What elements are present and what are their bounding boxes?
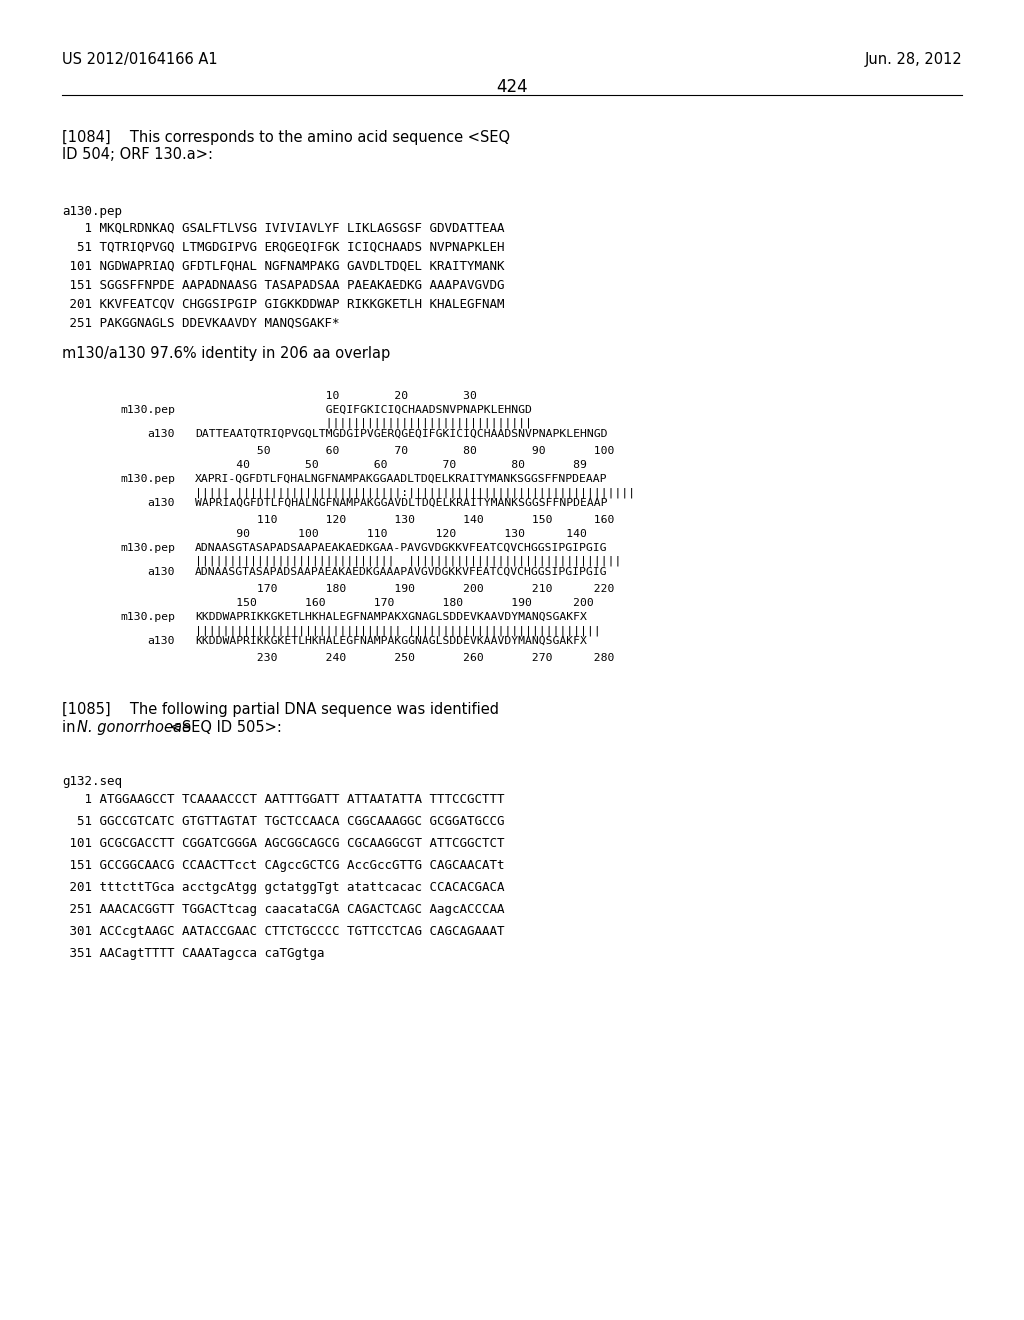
Text: 201 KKVFEATCQV CHGGSIPGIP GIGKKDDWAP RIKKGKETLH KHALEGFNAM: 201 KKVFEATCQV CHGGSIPGIP GIGKKDDWAP RIK…: [62, 298, 505, 312]
Text: m130.pep: m130.pep: [120, 612, 175, 622]
Text: US 2012/0164166 A1: US 2012/0164166 A1: [62, 51, 218, 67]
Text: 101 NGDWAPRIAQ GFDTLFQHAL NGFNAMPAKG GAVDLTDQEL KRAITYMANK: 101 NGDWAPRIAQ GFDTLFQHAL NGFNAMPAKG GAV…: [62, 260, 505, 273]
Text: <SEQ ID 505>:: <SEQ ID 505>:: [165, 719, 282, 735]
Text: a130: a130: [147, 498, 175, 508]
Text: 230       240       250       260       270      280: 230 240 250 260 270 280: [195, 653, 614, 663]
Text: |||||||||||||||||||||||||||||  |||||||||||||||||||||||||||||||: ||||||||||||||||||||||||||||| ||||||||||…: [195, 556, 622, 566]
Text: a130: a130: [147, 568, 175, 577]
Text: 351 AACagtTTTT CAAATagcca caTGgtga: 351 AACagtTTTT CAAATagcca caTGgtga: [62, 946, 325, 960]
Text: 1 MKQLRDNKAQ GSALFTLVSG IVIVIAVLYF LIKLAGSGSF GDVDATTEAA: 1 MKQLRDNKAQ GSALFTLVSG IVIVIAVLYF LIKLA…: [62, 222, 505, 235]
Text: 110       120       130       140       150      160: 110 120 130 140 150 160: [195, 515, 614, 525]
Text: ||||| ||||||||||||||||||||||||:|||||||||||||||||||||||||||||||||: ||||| ||||||||||||||||||||||||:|||||||||…: [195, 487, 635, 498]
Text: a130: a130: [147, 429, 175, 440]
Text: 170       180       190       200       210      220: 170 180 190 200 210 220: [195, 583, 614, 594]
Text: DATTEAATQTRIQPVGQLTMGDGIPVGERQGEQIFGKICIQCHAADSNVPNAPKLEHNGD: DATTEAATQTRIQPVGQLTMGDGIPVGERQGEQIFGKICI…: [195, 429, 607, 440]
Text: N. gonorrhoeae: N. gonorrhoeae: [77, 719, 191, 735]
Text: 51 GGCCGTCATC GTGTTAGTAT TGCTCCAACA CGGCAAAGGC GCGGATGCCG: 51 GGCCGTCATC GTGTTAGTAT TGCTCCAACA CGGC…: [62, 814, 505, 828]
Text: KKDDWAPRIKKGKETLHKHALEGFNAMPAKGGNAGLSDDEVKAAVDYMANQSGAKFX: KKDDWAPRIKKGKETLHKHALEGFNAMPAKGGNAGLSDDE…: [195, 636, 587, 645]
Text: 251 PAKGGNAGLS DDEVKAAVDY MANQSGAKF*: 251 PAKGGNAGLS DDEVKAAVDY MANQSGAKF*: [62, 317, 340, 330]
Text: 251 AAACACGGTT TGGACTtcag caacataCGA CAGACTCAGC AagcACCCAA: 251 AAACACGGTT TGGACTtcag caacataCGA CAG…: [62, 903, 505, 916]
Text: KKDDWAPRIKKGKETLHKHALEGFNAMPAKXGNAGLSDDEVKAAVDYMANQSGAKFX: KKDDWAPRIKKGKETLHKHALEGFNAMPAKXGNAGLSDDE…: [195, 612, 587, 622]
Text: 90       100       110       120       130      140: 90 100 110 120 130 140: [195, 529, 587, 539]
Text: g132.seq: g132.seq: [62, 775, 122, 788]
Text: 50        60        70        80        90       100: 50 60 70 80 90 100: [195, 446, 614, 455]
Text: 150       160       170       180       190      200: 150 160 170 180 190 200: [195, 598, 594, 609]
Text: a130: a130: [147, 636, 175, 645]
Text: ADNAASGTASAPADSAAPAEAKAEDKGAAAPAVGVDGKKVFEATCQVCHGGSIPGIPGIG: ADNAASGTASAPADSAAPAEAKAEDKGAAAPAVGVDGKKV…: [195, 568, 607, 577]
Text: 51 TQTRIQPVGQ LTMGDGIPVG ERQGEQIFGK ICIQCHAADS NVPNAPKLEH: 51 TQTRIQPVGQ LTMGDGIPVG ERQGEQIFGK ICIQ…: [62, 242, 505, 253]
Text: 10        20        30: 10 20 30: [195, 391, 477, 401]
Text: 301 ACCcgtAAGC AATACCGAAC CTTCTGCCCC TGTTCCTCAG CAGCAGAAAT: 301 ACCcgtAAGC AATACCGAAC CTTCTGCCCC TGT…: [62, 925, 505, 939]
Text: 1 ATGGAAGCCT TCAAAACCCT AATTTGGATT ATTAATATTA TTTCCGCTTT: 1 ATGGAAGCCT TCAAAACCCT AATTTGGATT ATTAA…: [62, 793, 505, 807]
Text: m130.pep: m130.pep: [120, 405, 175, 414]
Text: 40        50        60        70        80       89: 40 50 60 70 80 89: [195, 459, 587, 470]
Text: in: in: [62, 719, 80, 735]
Text: 151 SGGSFFNPDE AAPADNAASG TASAPADSAA PAEAKAEDKG AAAPAVGVDG: 151 SGGSFFNPDE AAPADNAASG TASAPADSAA PAE…: [62, 279, 505, 292]
Text: m130/a130 97.6% identity in 206 aa overlap: m130/a130 97.6% identity in 206 aa overl…: [62, 346, 390, 360]
Text: m130.pep: m130.pep: [120, 474, 175, 484]
Text: a130.pep: a130.pep: [62, 205, 122, 218]
Text: 151 GCCGGCAACG CCAACTTcct CAgccGCTCG AccGccGTTG CAGCAACATt: 151 GCCGGCAACG CCAACTTcct CAgccGCTCG Acc…: [62, 859, 505, 873]
Text: ADNAASGTASAPADSAAPAEAKAEDKGAA-PAVGVDGKKVFEATCQVCHGGSIPGIPGIG: ADNAASGTASAPADSAAPAEAKAEDKGAA-PAVGVDGKKV…: [195, 543, 607, 553]
Text: 101 GCGCGACCTT CGGATCGGGA AGCGGCAGCG CGCAAGGCGT ATTCGGCTCT: 101 GCGCGACCTT CGGATCGGGA AGCGGCAGCG CGC…: [62, 837, 505, 850]
Text: XAPRI-QGFDTLFQHALNGFNAMPAKGGAADLTDQELKRAITYMANKSGGSFFNPDEAAP: XAPRI-QGFDTLFQHALNGFNAMPAKGGAADLTDQELKRA…: [195, 474, 607, 484]
Text: 424: 424: [497, 78, 527, 96]
Text: [1085]  The following partial DNA sequence was identified: [1085] The following partial DNA sequenc…: [62, 702, 499, 717]
Text: |||||||||||||||||||||||||||||| ||||||||||||||||||||||||||||: |||||||||||||||||||||||||||||| |||||||||…: [195, 624, 601, 635]
Text: m130.pep: m130.pep: [120, 543, 175, 553]
Text: Jun. 28, 2012: Jun. 28, 2012: [864, 51, 962, 67]
Text: 201 tttcttTGca acctgcAtgg gctatggTgt atattcacac CCACACGACA: 201 tttcttTGca acctgcAtgg gctatggTgt ata…: [62, 880, 505, 894]
Text: [1084]  This corresponds to the amino acid sequence <SEQ
ID 504; ORF 130.a>:: [1084] This corresponds to the amino aci…: [62, 129, 510, 162]
Text: GEQIFGKICIQCHAADSNVPNAPKLEHNGD: GEQIFGKICIQCHAADSNVPNAPKLEHNGD: [195, 405, 531, 414]
Text: WAPRIAQGFDTLFQHALNGFNAMPAKGGAVDLTDQELKRAITYMANKSGGSFFNPDEAAP: WAPRIAQGFDTLFQHALNGFNAMPAKGGAVDLTDQELKRA…: [195, 498, 607, 508]
Text: ||||||||||||||||||||||||||||||: ||||||||||||||||||||||||||||||: [195, 418, 531, 429]
